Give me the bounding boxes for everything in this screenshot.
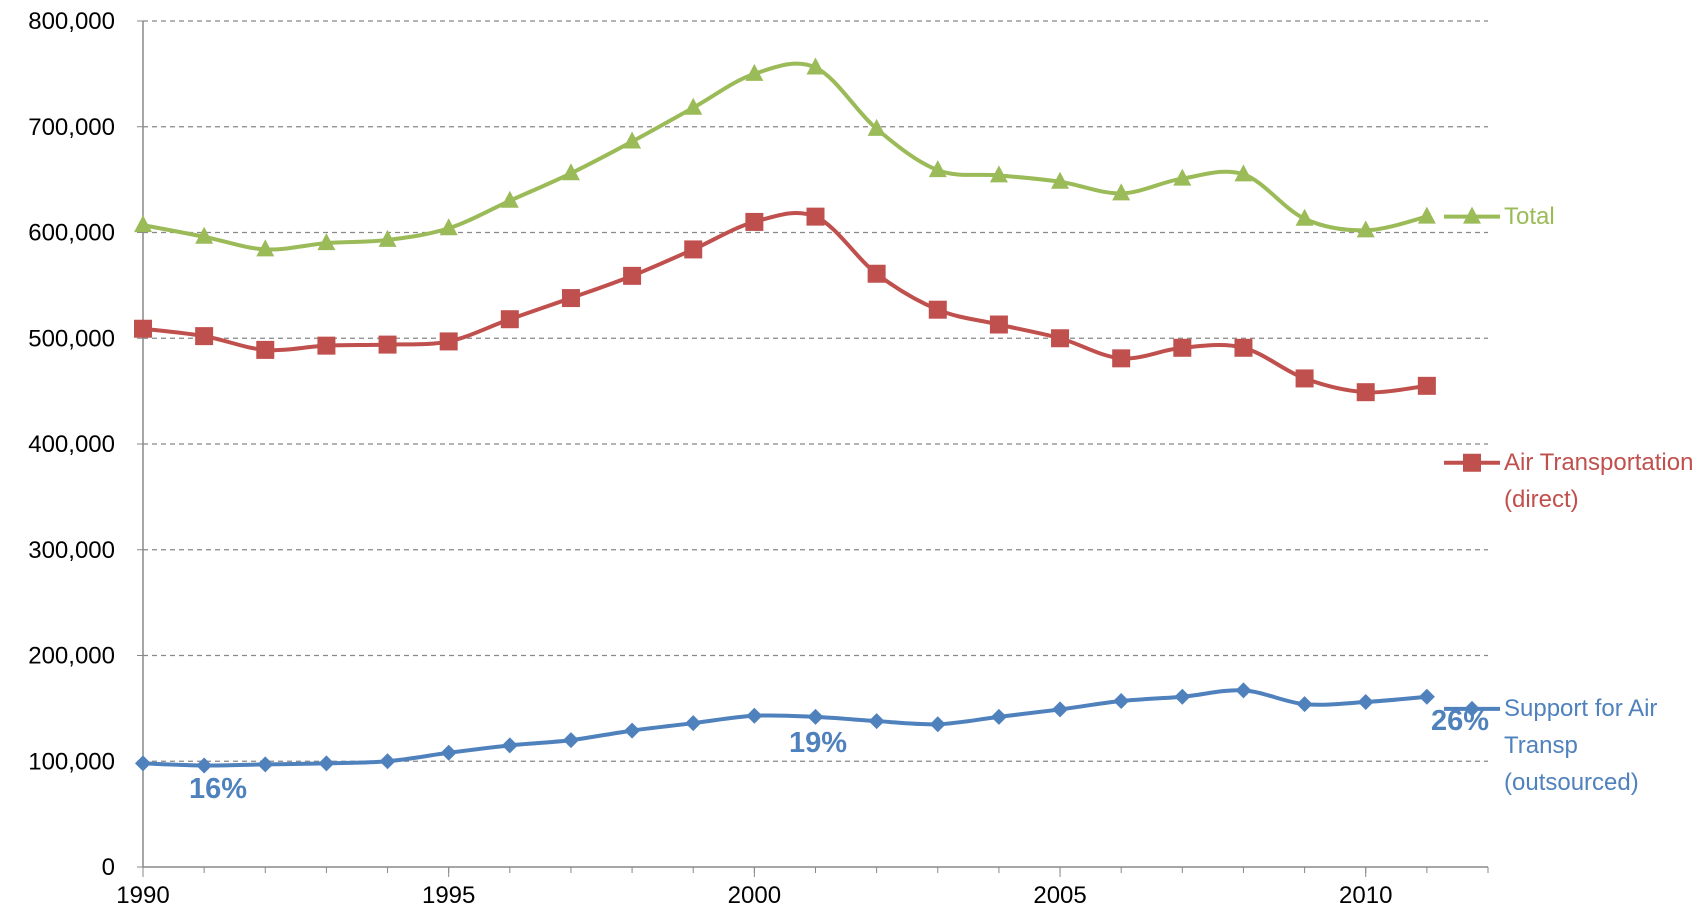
y-tick-label: 600,000 [28, 220, 115, 247]
x-tick-label: 1995 [422, 882, 475, 909]
marker [1356, 383, 1375, 402]
marker [623, 131, 642, 149]
annotation: 16% [189, 773, 247, 805]
marker [806, 57, 825, 75]
marker [318, 755, 335, 772]
marker [928, 160, 947, 178]
marker [1235, 682, 1252, 699]
marker [990, 708, 1007, 725]
marker [256, 340, 275, 359]
marker [500, 310, 519, 329]
marker [1295, 369, 1314, 388]
legend-label: Total [1504, 202, 1555, 230]
marker [807, 708, 824, 725]
marker [684, 240, 703, 259]
marker [1052, 701, 1069, 718]
marker [561, 163, 580, 181]
x-tick-label: 2010 [1339, 882, 1392, 909]
marker [1417, 376, 1436, 395]
legend-swatch-marker [1463, 453, 1481, 472]
x-tick-label: 2005 [1033, 882, 1086, 909]
marker [256, 239, 275, 257]
marker [1234, 164, 1253, 182]
marker [867, 118, 886, 136]
marker [1173, 168, 1192, 186]
marker [928, 300, 947, 319]
marker [439, 332, 458, 351]
marker [1174, 688, 1191, 705]
marker [623, 266, 642, 285]
marker [684, 97, 703, 115]
marker [745, 212, 764, 231]
marker [195, 327, 214, 346]
marker [1357, 694, 1374, 711]
marker [317, 233, 336, 251]
legend-swatch-marker [1463, 206, 1481, 224]
marker [500, 190, 519, 208]
marker [439, 218, 458, 236]
marker [806, 207, 825, 226]
x-tick-label: 2000 [728, 882, 781, 909]
marker [624, 722, 641, 739]
marker [1417, 206, 1436, 224]
marker [134, 215, 152, 233]
marker [134, 319, 152, 338]
marker [745, 63, 764, 81]
marker [1296, 696, 1313, 713]
marker [378, 229, 397, 247]
marker [1051, 329, 1070, 348]
y-tick-label: 500,000 [28, 325, 115, 352]
annotation: 19% [789, 727, 847, 759]
y-tick-label: 700,000 [28, 114, 115, 141]
marker [929, 716, 946, 733]
marker [257, 756, 274, 773]
x-tick-label: 1990 [116, 882, 169, 909]
marker [1234, 338, 1253, 357]
y-tick-label: 300,000 [28, 537, 115, 564]
marker [378, 335, 397, 354]
marker [989, 315, 1008, 334]
series-line [142, 61, 1428, 252]
y-tick-label: 0 [102, 854, 115, 881]
marker [1112, 183, 1131, 201]
marker [135, 755, 151, 772]
series-line [142, 688, 1428, 768]
series-line [142, 210, 1428, 395]
y-tick-label: 100,000 [28, 748, 115, 775]
y-tick-label: 800,000 [28, 8, 115, 35]
marker [561, 289, 580, 308]
legend-label: Air Transportation (direct) [1504, 448, 1694, 513]
marker [196, 757, 213, 774]
marker [562, 732, 579, 749]
marker [867, 264, 886, 283]
marker [317, 336, 336, 355]
marker [501, 737, 518, 754]
marker [1173, 338, 1192, 357]
marker [379, 753, 396, 770]
marker [1112, 349, 1131, 368]
y-tick-label: 400,000 [28, 431, 115, 458]
legend-label: Support for Air Transp (outsourced) [1504, 694, 1658, 796]
marker [440, 744, 457, 761]
marker [1295, 208, 1314, 226]
marker [1051, 171, 1070, 189]
marker [195, 226, 214, 244]
marker [685, 715, 702, 732]
marker [868, 713, 885, 730]
annotation: 26% [1431, 705, 1489, 737]
marker [1418, 688, 1435, 705]
legend-swatch-marker [1464, 700, 1480, 717]
marker [746, 707, 763, 724]
marker [1356, 220, 1375, 238]
marker [989, 165, 1008, 183]
marker [1113, 692, 1130, 709]
y-tick-label: 200,000 [28, 643, 115, 670]
